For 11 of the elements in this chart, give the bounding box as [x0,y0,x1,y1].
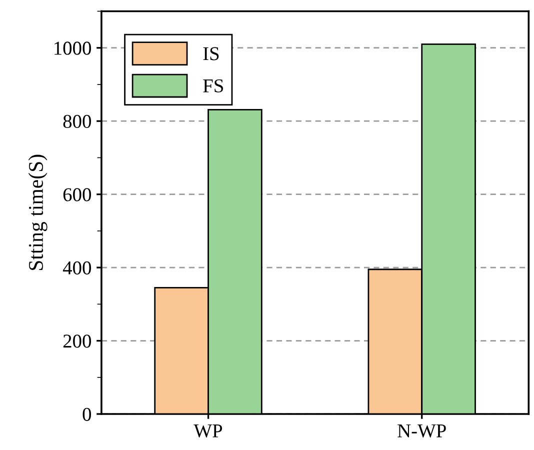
y-tick-label: 1000 [54,42,91,55]
y-axis-title: Stting time(S) [28,154,48,270]
legend-label: FS [203,79,223,92]
y-tick-label: 200 [63,334,91,348]
y-tick-label: 400 [62,261,91,274]
y-tick-label: 800 [63,114,91,128]
x-tick-label: N-WP [398,424,446,438]
y-tick-label: 600 [63,188,91,202]
legend-label: IS [203,47,219,60]
x-tick-label: WP [194,424,222,438]
y-tick-label: 0 [82,408,91,421]
